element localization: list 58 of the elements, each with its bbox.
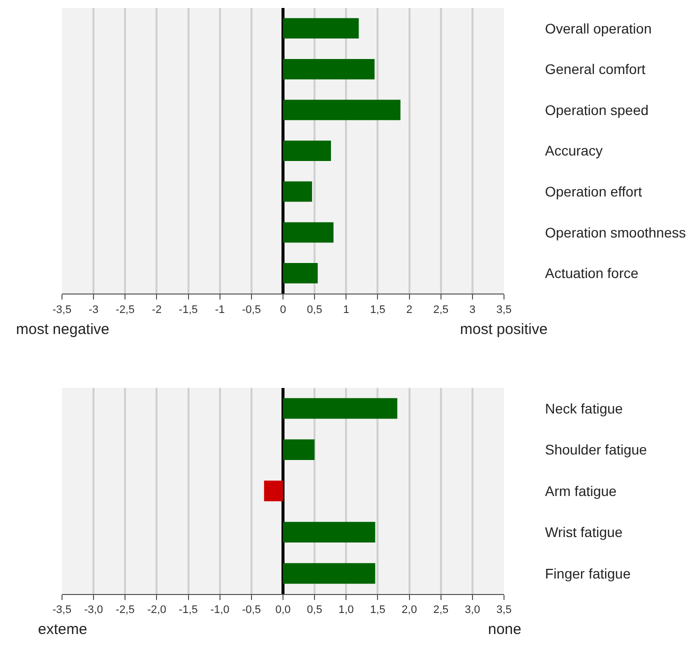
y-tick-label: Operation speed bbox=[545, 102, 649, 118]
x-tick-label: 0,0 bbox=[275, 604, 291, 616]
x-tick-label: -3,0 bbox=[84, 604, 104, 616]
y-tick-label: Operation effort bbox=[545, 183, 642, 200]
x-tick-label: -3,5 bbox=[52, 304, 72, 316]
x-tick-label: 0,5 bbox=[306, 304, 322, 316]
x-tick-label: 2,0 bbox=[402, 604, 417, 616]
y-tick-label: General comfort bbox=[545, 61, 646, 78]
y-tick-label: Arm fatigue bbox=[545, 482, 617, 499]
bar bbox=[283, 398, 398, 419]
x-tick-label: 0 bbox=[280, 304, 286, 316]
x-tick-label: 1,5 bbox=[370, 604, 386, 616]
bar bbox=[283, 439, 315, 460]
x-tick-label: -2,5 bbox=[116, 304, 135, 316]
x-tick-label: -2 bbox=[152, 304, 162, 316]
x-tick-label: -1,0 bbox=[210, 604, 230, 616]
x-tick-label: -2,0 bbox=[147, 604, 166, 616]
x-tick-label: 1,5 bbox=[370, 304, 386, 316]
x-tick-label: -1,5 bbox=[178, 304, 198, 316]
bar bbox=[283, 100, 400, 120]
y-tick-label: Operation smoothness bbox=[545, 224, 686, 240]
bar bbox=[283, 522, 376, 542]
x-tick-label: -1,5 bbox=[178, 604, 198, 616]
text: none bbox=[488, 621, 522, 638]
y-tick-label: Accuracy bbox=[545, 142, 603, 159]
y-tick-label: Finger fatigue bbox=[545, 565, 631, 582]
y-tick-label: Overall operation bbox=[545, 20, 652, 36]
x-tick-label: 1 bbox=[343, 304, 350, 316]
y-tick-label: Neck fatigue bbox=[545, 400, 624, 416]
y-tick-label: Wrist fatigue bbox=[545, 524, 623, 540]
bar bbox=[283, 181, 312, 202]
bar bbox=[283, 563, 376, 584]
text: most positive bbox=[460, 321, 548, 338]
bar bbox=[283, 140, 331, 161]
x-tick-label: 1,0 bbox=[338, 604, 354, 616]
x-tick-label: -2,5 bbox=[116, 604, 135, 616]
y-tick-label: Actuation force bbox=[545, 265, 639, 282]
x-tick-label: -0,5 bbox=[242, 304, 261, 316]
bar bbox=[283, 58, 375, 80]
text: exteme bbox=[38, 621, 88, 638]
x-tick-label: -3,5 bbox=[52, 604, 72, 616]
bar bbox=[283, 222, 334, 243]
x-tick-label: 3,5 bbox=[496, 604, 512, 616]
x-tick-label: 2 bbox=[406, 304, 412, 316]
x-tick-label: 0,5 bbox=[306, 604, 322, 616]
x-tick-label: -3 bbox=[88, 304, 98, 316]
x-tick-label: 3,0 bbox=[464, 604, 480, 616]
x-tick-label: 3 bbox=[469, 304, 476, 316]
bar bbox=[283, 263, 318, 284]
bar bbox=[283, 18, 359, 39]
y-tick-label: Shoulder fatigue bbox=[545, 442, 648, 458]
x-tick-label: -1 bbox=[214, 304, 225, 316]
x-tick-label: -0,5 bbox=[242, 604, 261, 616]
x-tick-label: 2,5 bbox=[433, 304, 449, 316]
x-tick-label: 2,5 bbox=[433, 604, 449, 616]
bar bbox=[264, 480, 283, 502]
text: most negative bbox=[16, 321, 110, 338]
x-tick-label: 3,5 bbox=[496, 304, 512, 316]
